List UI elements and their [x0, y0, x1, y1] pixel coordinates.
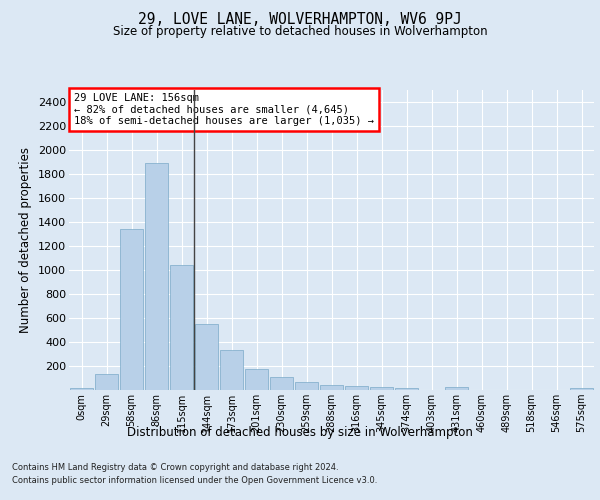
Bar — [295, 382, 318, 390]
Bar — [570, 388, 593, 390]
Bar — [320, 385, 343, 390]
Bar — [170, 264, 193, 390]
Bar — [195, 324, 218, 390]
Bar — [95, 374, 118, 390]
Text: 29 LOVE LANE: 156sqm
← 82% of detached houses are smaller (4,645)
18% of semi-de: 29 LOVE LANE: 156sqm ← 82% of detached h… — [74, 93, 374, 126]
Text: Contains public sector information licensed under the Open Government Licence v3: Contains public sector information licen… — [12, 476, 377, 485]
Text: Size of property relative to detached houses in Wolverhampton: Size of property relative to detached ho… — [113, 25, 487, 38]
Bar — [270, 377, 293, 390]
Text: 29, LOVE LANE, WOLVERHAMPTON, WV6 9PJ: 29, LOVE LANE, WOLVERHAMPTON, WV6 9PJ — [138, 12, 462, 28]
Bar — [345, 386, 368, 390]
Y-axis label: Number of detached properties: Number of detached properties — [19, 147, 32, 333]
Bar — [370, 387, 393, 390]
Text: Contains HM Land Registry data © Crown copyright and database right 2024.: Contains HM Land Registry data © Crown c… — [12, 462, 338, 471]
Bar — [70, 388, 93, 390]
Bar — [220, 350, 243, 390]
Text: Distribution of detached houses by size in Wolverhampton: Distribution of detached houses by size … — [127, 426, 473, 439]
Bar — [445, 387, 468, 390]
Bar — [395, 388, 418, 390]
Bar — [145, 163, 168, 390]
Bar — [120, 229, 143, 390]
Bar — [245, 369, 268, 390]
